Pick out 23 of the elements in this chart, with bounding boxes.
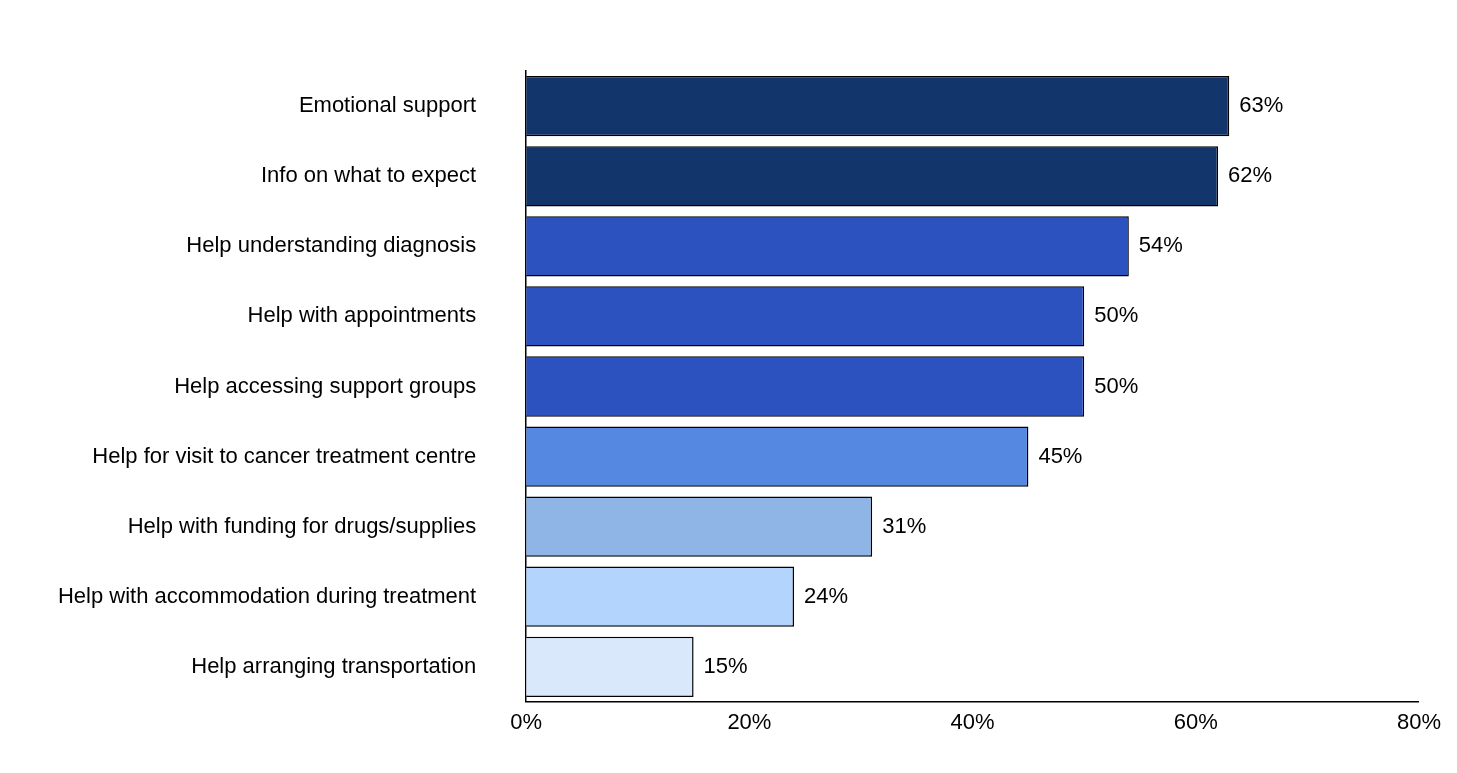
x-tick-label: 60% bbox=[1173, 709, 1218, 735]
y-tick-label: Help accessing support groups bbox=[174, 372, 477, 398]
y-tick-label: Help with funding for drugs/supplies bbox=[127, 512, 477, 538]
data-label: 15% bbox=[703, 652, 748, 678]
y-tick-label: Help with appointments bbox=[247, 302, 477, 328]
data-label: 62% bbox=[1228, 162, 1273, 188]
data-label: 50% bbox=[1094, 302, 1139, 328]
data-label: 54% bbox=[1138, 232, 1183, 258]
y-tick-label: Help arranging transportation bbox=[191, 652, 477, 678]
x-tick-label: 80% bbox=[1396, 709, 1442, 735]
y-tick-label: Help for visit to cancer treatment centre bbox=[92, 442, 477, 468]
y-tick-label: Info on what to expect bbox=[260, 162, 477, 188]
data-label: 45% bbox=[1038, 442, 1083, 468]
y-tick-label: Help understanding diagnosis bbox=[186, 232, 477, 258]
data-label: 63% bbox=[1239, 92, 1284, 118]
data-label: 24% bbox=[804, 582, 849, 608]
x-tick-label: 40% bbox=[950, 709, 995, 735]
x-tick-label: 20% bbox=[727, 709, 772, 735]
data-label: 50% bbox=[1094, 372, 1139, 398]
y-tick-label: Help with accommodation during treatment bbox=[57, 582, 477, 608]
data-label: 31% bbox=[882, 512, 927, 538]
x-tick-label: 0% bbox=[510, 709, 543, 735]
y-tick-label: Emotional support bbox=[298, 92, 477, 118]
